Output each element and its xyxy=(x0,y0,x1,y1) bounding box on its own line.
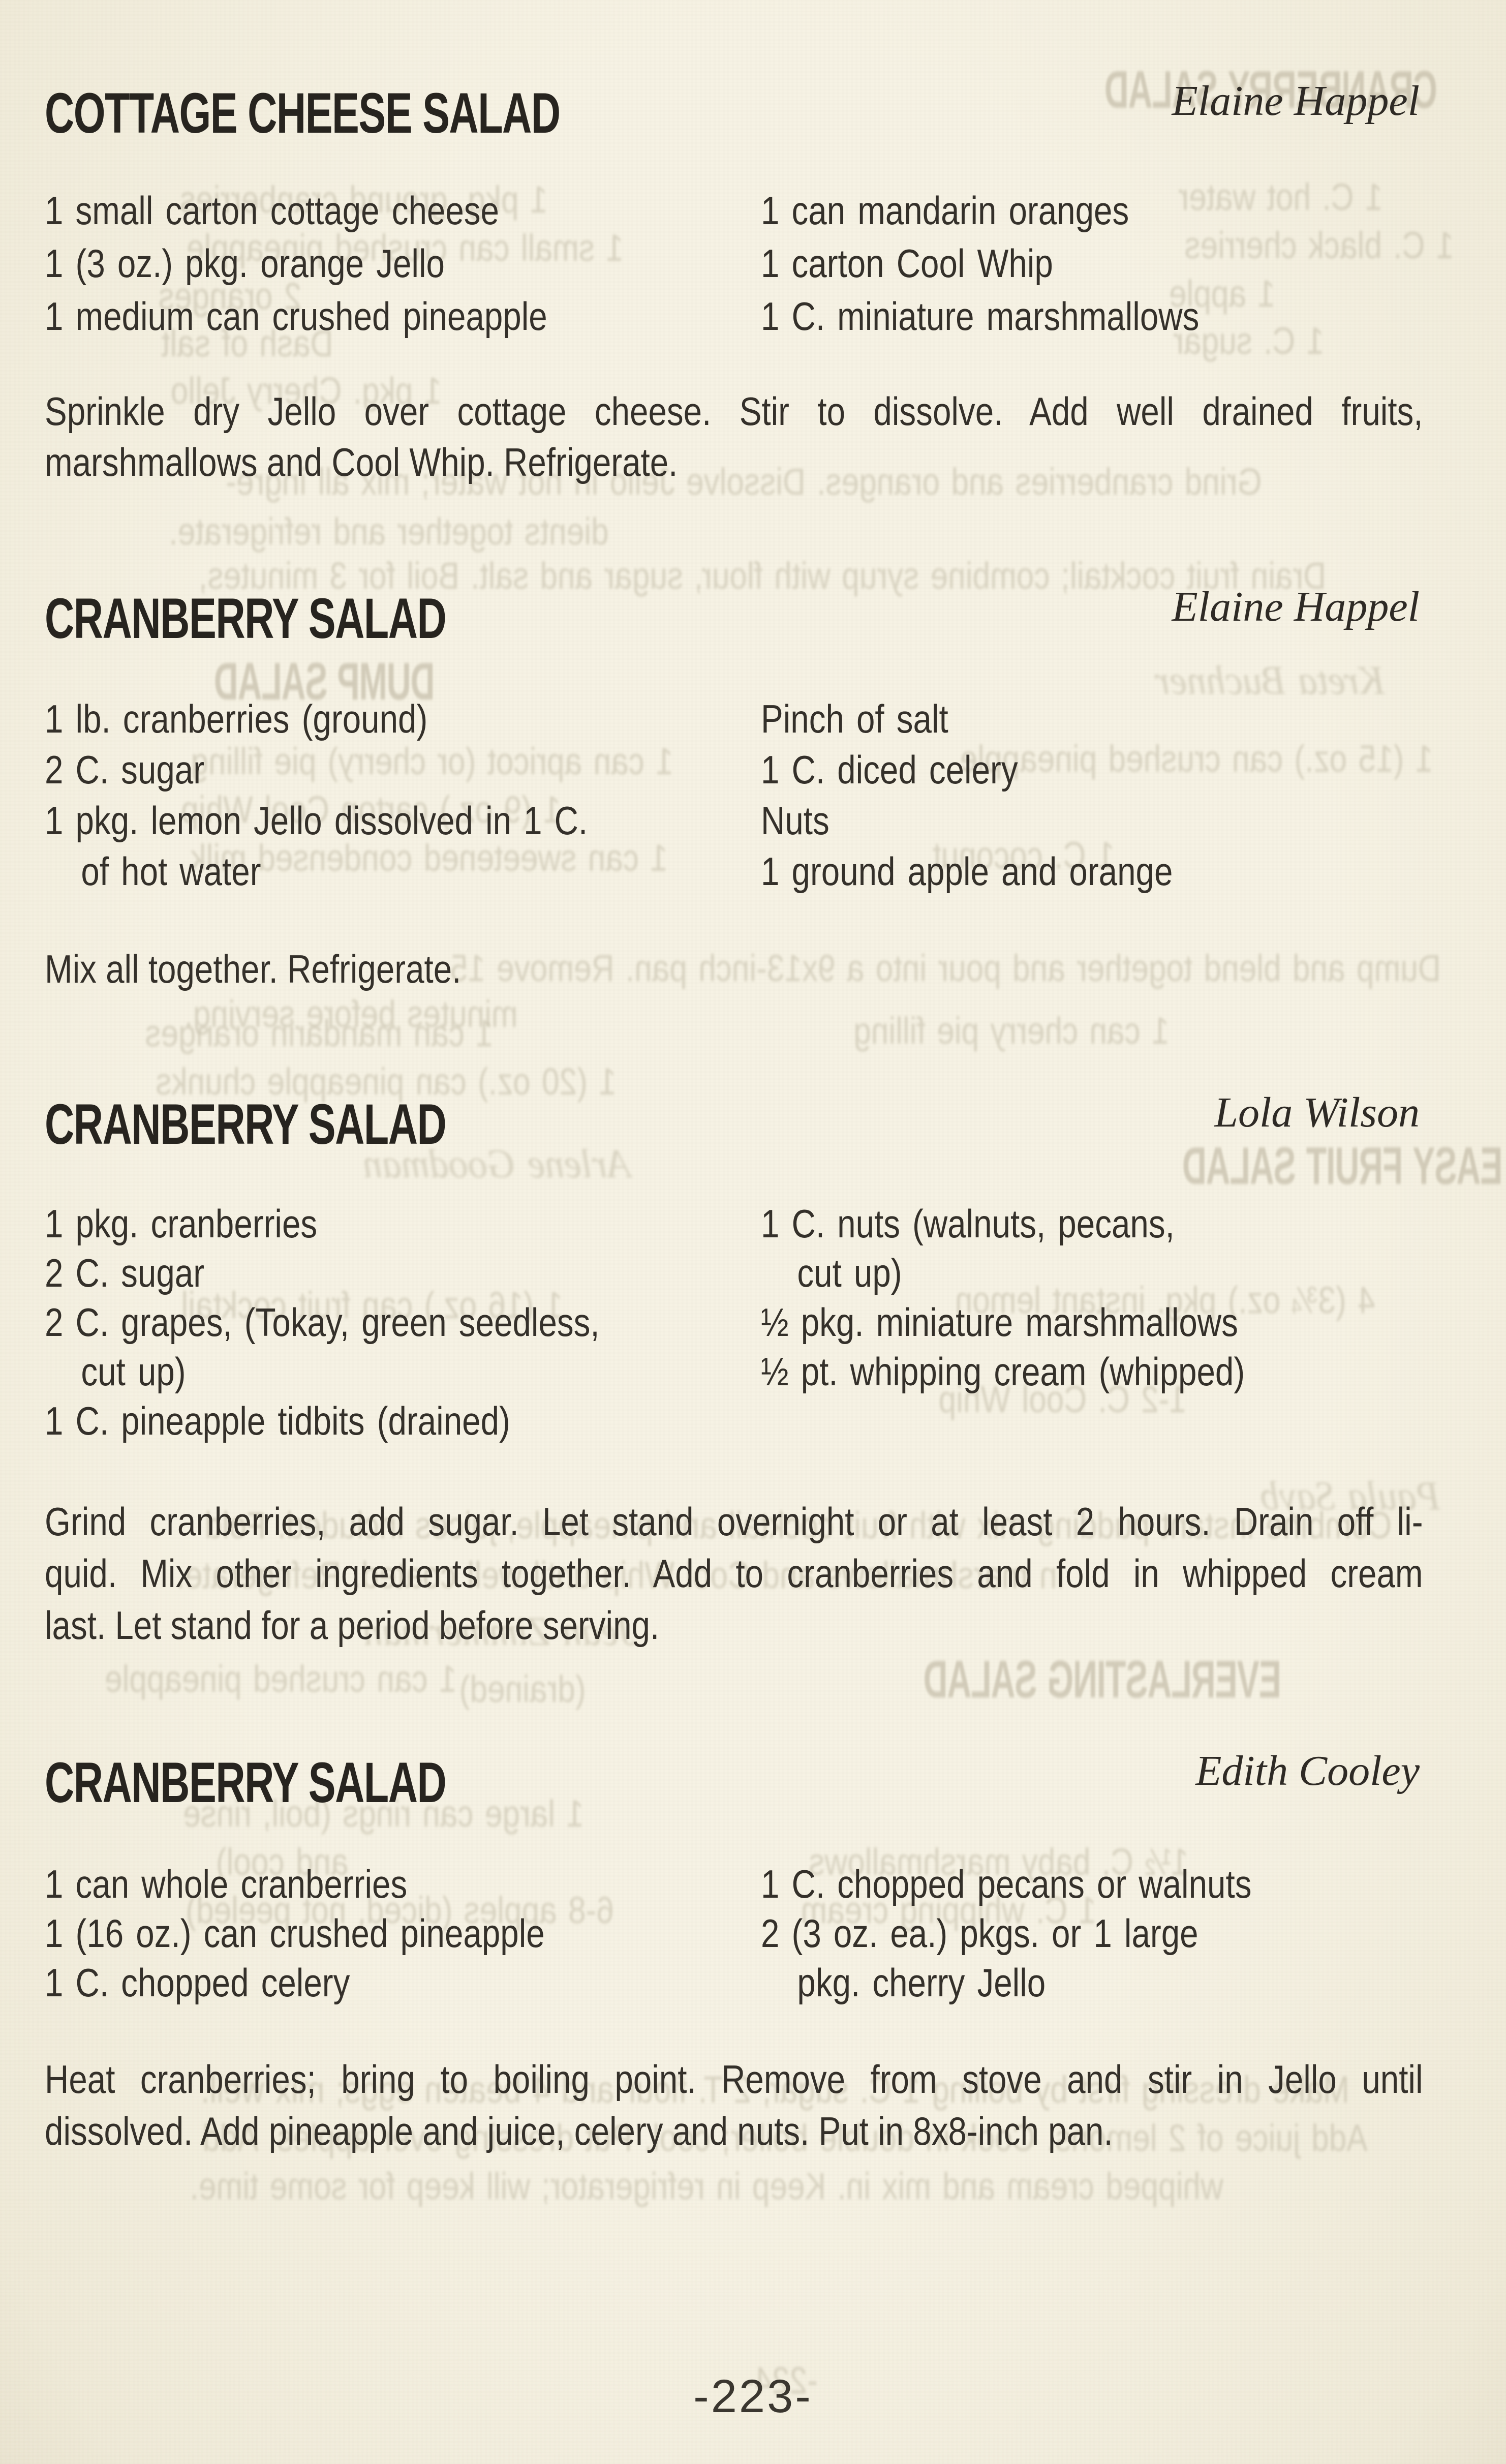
recipe-title: CRANBERRY SALAD xyxy=(45,1751,447,1814)
recipe-author: Lola Wilson xyxy=(1214,1089,1420,1136)
ingredient-item: Nuts xyxy=(761,798,829,843)
ingredient-item: 1 medium can crushed pineapple xyxy=(45,294,547,339)
ingredient-item: 1 can mandarin oranges xyxy=(761,188,1129,233)
ingredients-left-column: 1 can whole cranberries 1 (16 oz.) can c… xyxy=(45,1860,856,2007)
instructions-line: Grind cranberries, add sugar. Let stand … xyxy=(45,1499,1423,1544)
instructions-line: last. Let stand for a period before serv… xyxy=(45,1603,660,1648)
recipe-title: CRANBERRY SALAD xyxy=(45,587,447,650)
ingredients-left-column: 1 pkg. cranberries 2 C. sugar 2 C. grape… xyxy=(45,1199,856,1446)
ingredient-item: 1 C. chopped celery xyxy=(45,1960,350,2005)
instructions-line: Heat cranberries; bring to boiling point… xyxy=(45,2057,1423,2102)
ingredient-item: Pinch of salt xyxy=(761,696,948,741)
recipe-author: Elaine Happel xyxy=(1172,583,1420,630)
ingredient-item: 2 C. sugar xyxy=(45,747,205,792)
ingredients-right-column: 1 C. nuts (walnuts, pecans, cut up) ½ pk… xyxy=(761,1199,1506,1396)
ingredients-right-column: 1 C. chopped pecans or walnuts 2 (3 oz. … xyxy=(761,1860,1506,2007)
ingredients-left-column: 1 lb. cranberries (ground) 2 C. sugar 1 … xyxy=(45,693,856,897)
ingredient-item: 1 pkg. cranberries xyxy=(45,1201,318,1246)
instructions-paragraph: Sprinkle dry Jello over cottage cheese. … xyxy=(45,386,1423,488)
ingredient-item: 1 pkg. lemon Jello dissolved in 1 C. of … xyxy=(45,798,588,894)
ingredient-item: 2 (3 oz. ea.) pkgs. or 1 large pkg. cher… xyxy=(761,1911,1198,2005)
ingredients-right-column: 1 can mandarin oranges 1 carton Cool Whi… xyxy=(761,184,1506,343)
ingredient-item: 1 can whole cranberries xyxy=(45,1862,408,1906)
ingredient-item: ½ pkg. miniature marshmallows xyxy=(761,1300,1238,1345)
recipe-title: CRANBERRY SALAD xyxy=(45,1092,447,1156)
ingredient-item: 1 C. miniature marshmallows xyxy=(761,294,1200,339)
ingredient-item: ½ pt. whipping cream (whipped) xyxy=(761,1349,1245,1394)
ingredients-left-column: 1 small carton cottage cheese 1 (3 oz.) … xyxy=(45,184,856,343)
ingredient-item: 1 C. pineapple tidbits (drained) xyxy=(45,1398,510,1443)
recipe-author: Edith Cooley xyxy=(1195,1747,1420,1794)
instructions-paragraph: Grind cranberries, add sugar. Let stand … xyxy=(45,1496,1423,1651)
recipe-author: Elaine Happel xyxy=(1172,77,1420,125)
ingredient-item: 1 lb. cranberries (ground) xyxy=(45,696,428,741)
ingredient-item: 1 ground apple and orange xyxy=(761,849,1173,894)
ingredient-item: 1 C. chopped pecans or walnuts xyxy=(761,1862,1252,1906)
ingredient-item: 1 (16 oz.) can crushed pineapple xyxy=(45,1911,545,1956)
instructions-line: Mix all together. Refrigerate. xyxy=(45,947,462,991)
ingredient-item: 2 C. grapes, (Tokay, green seedless, cut… xyxy=(45,1300,600,1394)
recipe-title: COTTAGE CHEESE SALAD xyxy=(45,81,561,145)
instructions-paragraph: Mix all together. Refrigerate. xyxy=(45,944,1423,994)
ingredient-item: 1 C. nuts (walnuts, pecans, cut up) xyxy=(761,1201,1175,1295)
instructions-paragraph: Heat cranberries; bring to boiling point… xyxy=(45,2053,1423,2157)
ingredient-item: 2 C. sugar xyxy=(45,1251,205,1295)
instructions-line: Sprinkle dry Jello over cottage cheese. … xyxy=(45,389,1423,434)
page-number: -223- xyxy=(693,2370,813,2422)
ingredient-item: 1 C. diced celery xyxy=(761,747,1018,792)
instructions-line: quid. Mix other ingredients together. Ad… xyxy=(45,1551,1423,1596)
ingredient-item: 1 (3 oz.) pkg. orange Jello xyxy=(45,241,445,286)
ingredient-item: 1 carton Cool Whip xyxy=(761,241,1053,286)
instructions-line: marshmallows and Cool Whip. Refrigerate. xyxy=(45,440,678,484)
ingredients-right-column: Pinch of salt 1 C. diced celery Nuts 1 g… xyxy=(761,693,1506,897)
instructions-line: dissolved. Add pineapple and juice, cele… xyxy=(45,2109,1113,2153)
ingredient-item: 1 small carton cottage cheese xyxy=(45,188,499,233)
